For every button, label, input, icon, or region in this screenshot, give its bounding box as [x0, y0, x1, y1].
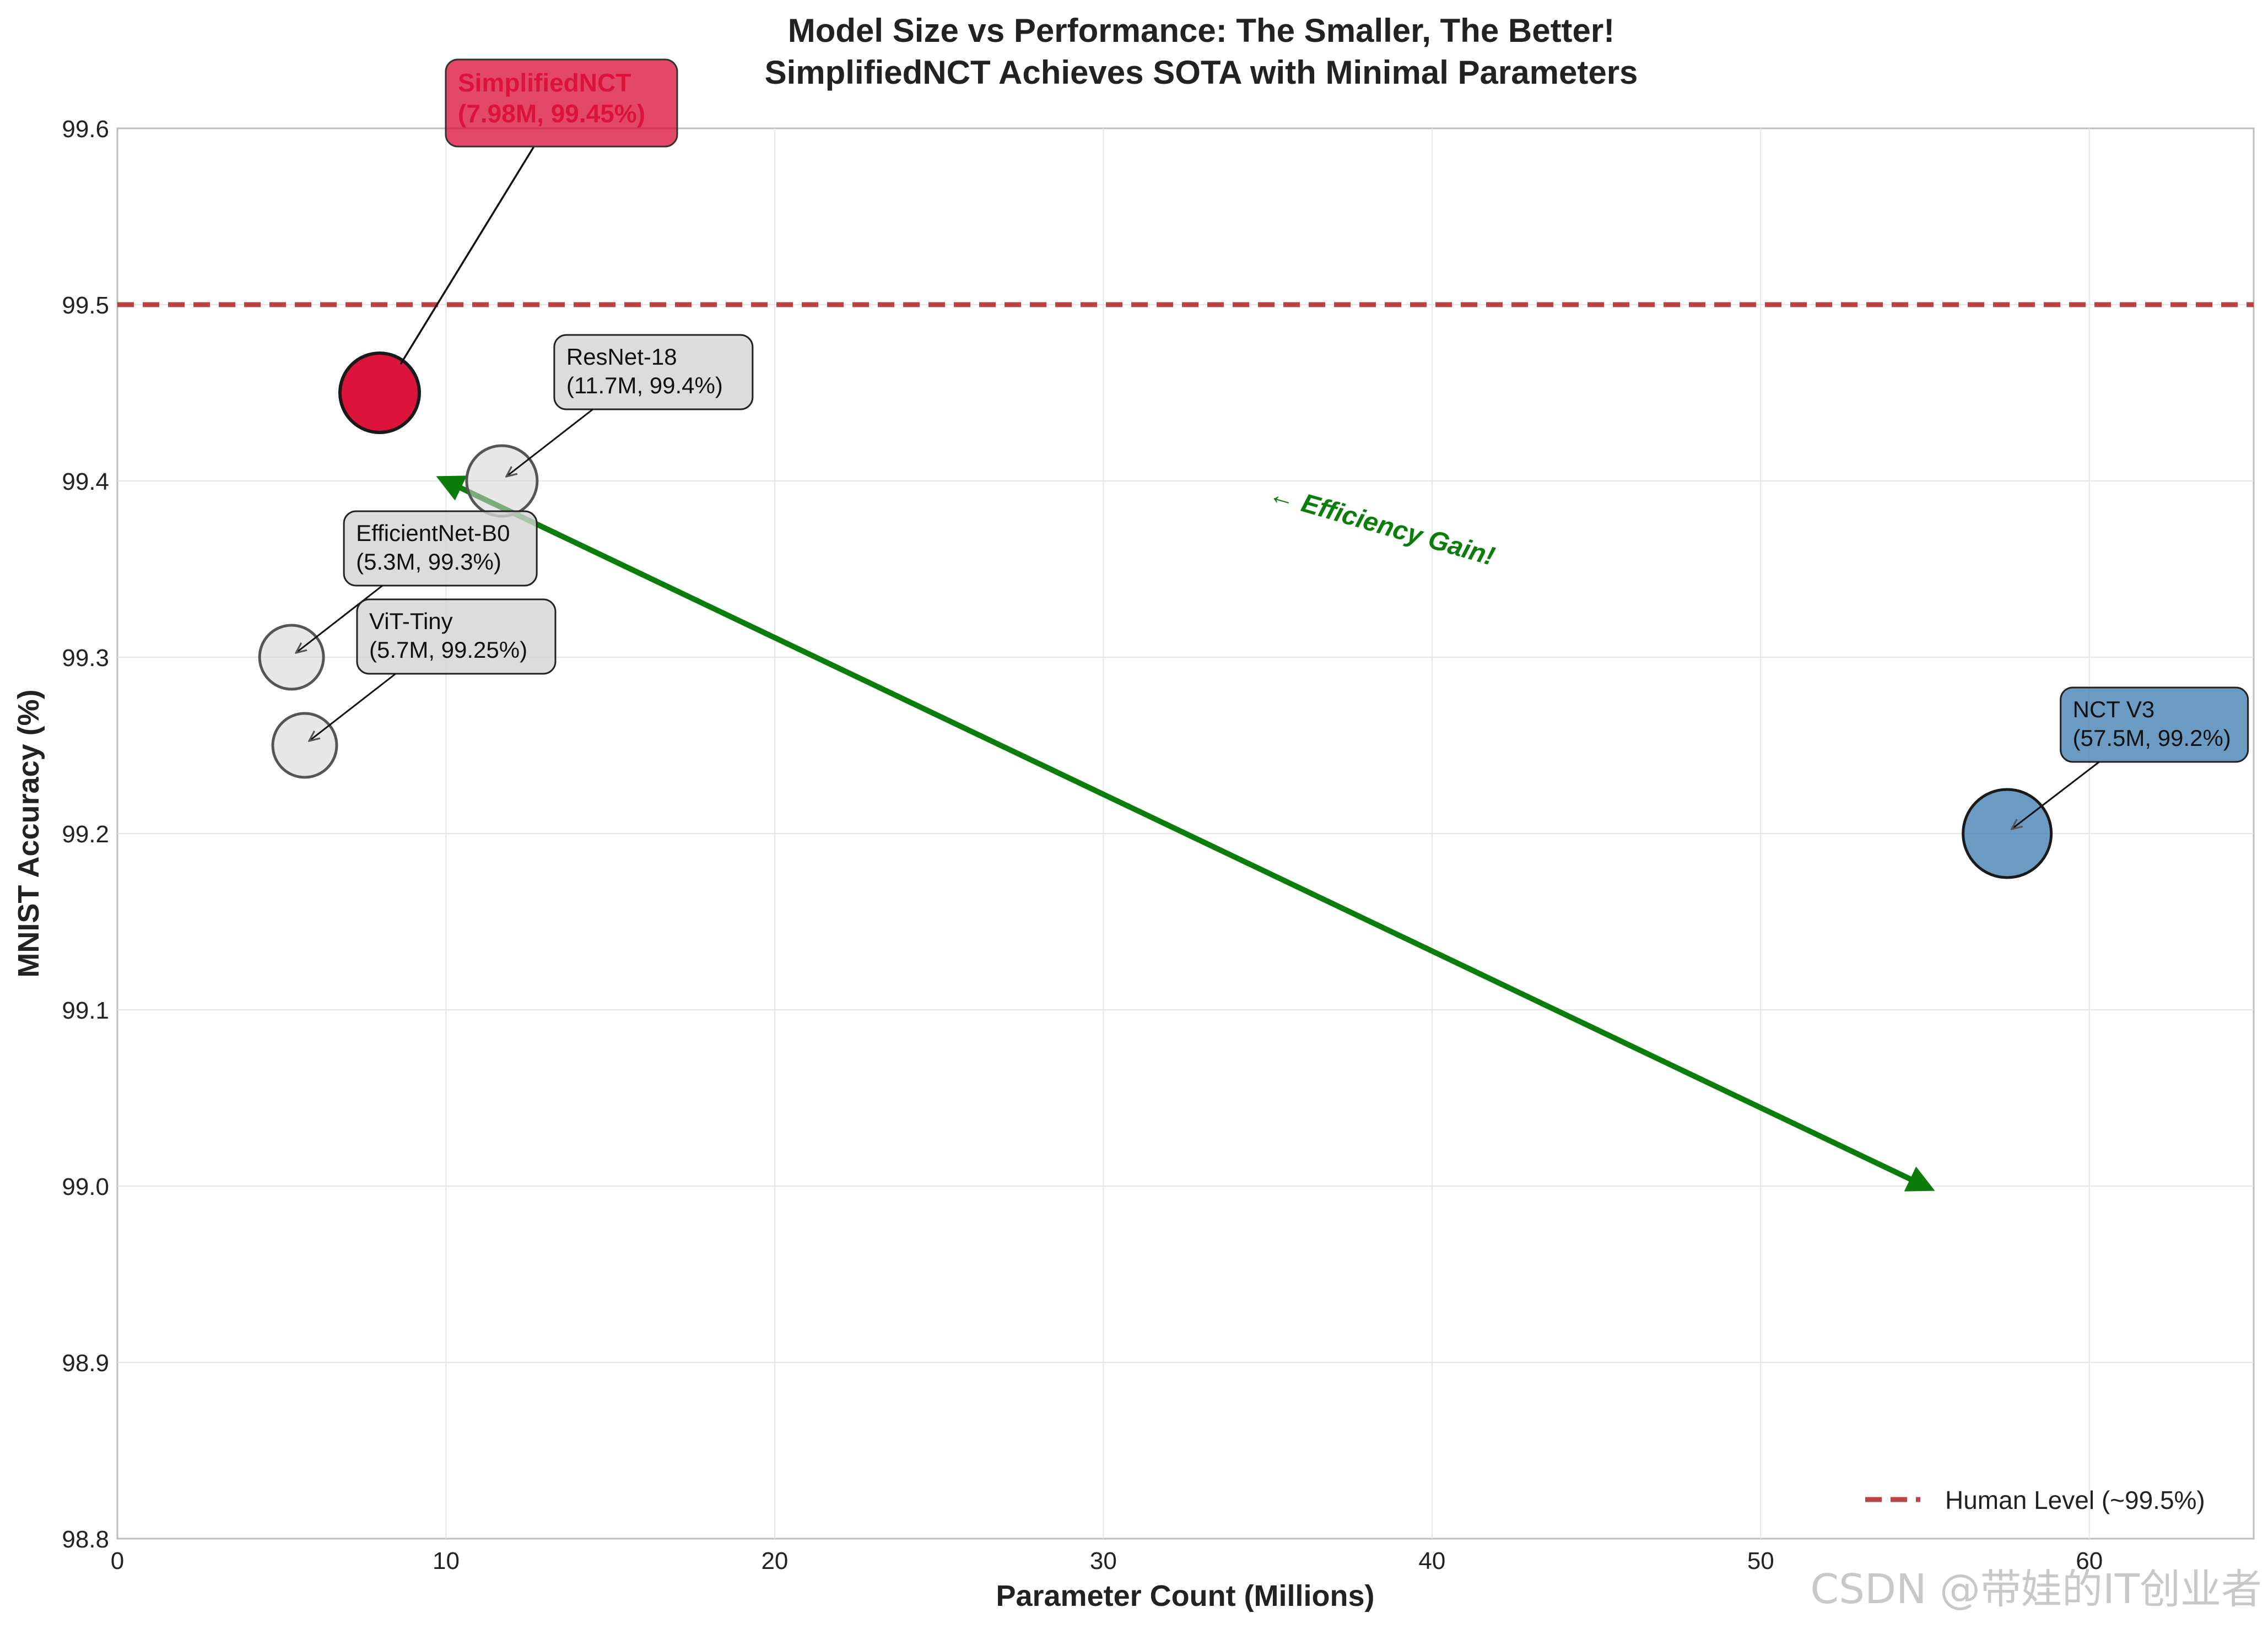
legend: Human Level (~99.5%) — [1865, 1486, 2205, 1514]
annotation-vit-tiny: ViT-Tiny (5.7M, 99.25%) — [309, 598, 557, 741]
point-vit-tiny — [271, 712, 338, 779]
point-simplifiednct — [338, 351, 421, 434]
y-tick-label: 99.1 — [62, 997, 109, 1024]
y-tick-label: 99.6 — [62, 116, 109, 143]
watermark: CSDN @带娃的IT创业者 — [1810, 1566, 2262, 1613]
point-nct-v3 — [1962, 788, 2053, 879]
annotation-arrow — [2012, 761, 2100, 829]
annotation-label: NCT V3 — [2073, 696, 2155, 722]
y-axis-label: MNIST Accuracy (%) — [12, 689, 45, 977]
x-tick-labels: 0 10 20 30 40 50 60 — [111, 1547, 2103, 1574]
annotation-values: (57.5M, 99.2%) — [2073, 725, 2231, 751]
efficiency-arrow — [436, 475, 1935, 1192]
annotation-label: ResNet-18 — [566, 344, 677, 370]
y-tick-labels: 98.8 98.9 99.0 99.1 99.2 99.3 99.4 99.5 99.6 — [62, 116, 109, 1553]
annotation-values: (5.3M, 99.3%) — [356, 549, 501, 575]
point-efficientnet-b0 — [258, 624, 325, 691]
legend-human-level-label: Human Level (~99.5%) — [1945, 1486, 2205, 1514]
annotation-efficientnet-b0: EfficientNet-B0 (5.3M, 99.3%) — [296, 510, 538, 653]
annotation-arrow — [309, 673, 396, 741]
annotation-box — [2060, 686, 2249, 763]
x-tick-label: 20 — [761, 1547, 788, 1574]
annotation-box — [343, 510, 538, 587]
y-tick-label: 99.4 — [62, 468, 109, 495]
annotation-connector — [399, 146, 535, 365]
annotation-label: EfficientNet-B0 — [356, 520, 510, 546]
y-tick-label: 98.9 — [62, 1350, 109, 1377]
x-tick-label: 30 — [1090, 1547, 1117, 1574]
scatter-points — [258, 351, 2053, 879]
annotation-arrow — [506, 408, 593, 477]
y-tick-label: 98.8 — [62, 1526, 109, 1553]
y-tick-label: 99.0 — [62, 1173, 109, 1200]
annotation-box — [445, 58, 678, 148]
annotation-nct-v3: NCT V3 (57.5M, 99.2%) — [2012, 686, 2249, 829]
annotation-arrow — [296, 585, 384, 653]
y-tick-label: 99.5 — [62, 292, 109, 319]
chart-title: Model Size vs Performance: The Smaller, … — [788, 12, 1614, 49]
annotation-values: (7.98M, 99.45%) — [458, 99, 645, 128]
y-tick-label: 99.2 — [62, 821, 109, 848]
efficiency-arrow-group — [436, 475, 1935, 1192]
x-tick-label: 0 — [111, 1547, 124, 1574]
annotation-box — [356, 598, 557, 675]
x-tick-label: 10 — [433, 1547, 460, 1574]
point-resnet-18 — [465, 444, 539, 518]
x-tick-label: 50 — [1747, 1547, 1774, 1574]
annotations: SimplifiedNCT(7.98M, 99.45%)ResNet-18(11… — [296, 58, 2249, 829]
annotation-label: SimplifiedNCT — [458, 68, 631, 97]
annotation-values: (5.7M, 99.25%) — [369, 637, 527, 663]
annotation-resnet-18: ResNet-18(11.7M, 99.4%) — [506, 334, 754, 477]
chart-subtitle: SimplifiedNCT Achieves SOTA with Minimal… — [765, 54, 1638, 91]
annotation-simplifiednct: SimplifiedNCT(7.98M, 99.45%) — [399, 58, 678, 365]
x-tick-label: 60 — [2076, 1547, 2103, 1574]
annotation-label: ViT-Tiny — [369, 608, 453, 634]
x-tick-label: 40 — [1418, 1547, 1445, 1574]
annotation-box — [553, 334, 754, 410]
x-axis-label: Parameter Count (Millions) — [996, 1579, 1374, 1612]
y-tick-label: 99.3 — [62, 645, 109, 672]
annotation-values: (11.7M, 99.4%) — [566, 372, 723, 398]
